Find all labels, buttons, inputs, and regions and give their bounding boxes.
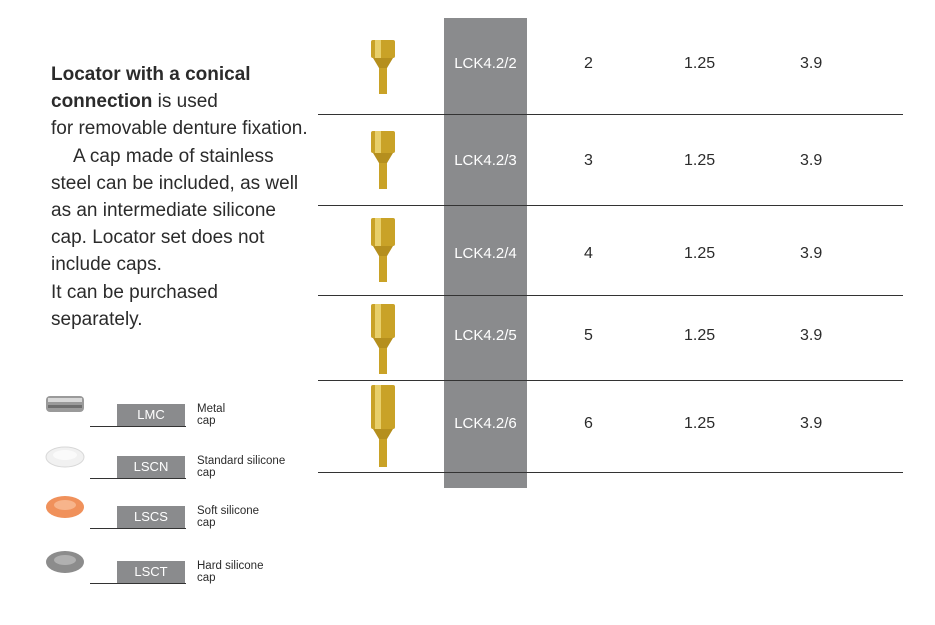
description-paragraph-1: Locator with a conical connection is use… — [51, 61, 311, 143]
cap-desc-line2: cap — [197, 414, 216, 427]
cap-underline — [90, 478, 186, 479]
value-col2: 1.25 — [684, 327, 716, 344]
value-col3: 3.9 — [800, 327, 823, 344]
cap-desc-line1: Standard silicone — [197, 455, 286, 467]
gingival-height: 5 — [584, 327, 593, 344]
cap-desc-line2: cap — [197, 571, 216, 584]
table-row: LCK4.2/2 2 1.25 3.9 — [318, 18, 903, 115]
description-line1-rest: is used — [152, 91, 218, 113]
gingival-height: 2 — [584, 55, 593, 72]
code-column-background — [444, 18, 527, 488]
cap-item-metal: LMC Metal cap — [40, 390, 330, 430]
cap-item-hard-silicone: LSCT Hard silicone cap — [40, 547, 330, 587]
product-code: LCK4.2/2 — [454, 55, 517, 72]
description-paragraph-3: It can be purchased separately. — [51, 281, 218, 330]
locator-abutment-icon — [371, 385, 395, 467]
description-paragraph-2: A cap made of stainless steel can be inc… — [51, 143, 311, 279]
cap-item-soft-silicone: LSCS Soft silicone cap — [40, 492, 330, 532]
table-row: LCK4.2/6 6 1.25 3.9 — [318, 381, 903, 473]
product-code: LCK4.2/3 — [454, 152, 517, 169]
row-divider — [318, 114, 903, 115]
soft-silicone-cap-icon — [46, 496, 84, 518]
locator-table: LCK4.2/2 2 1.25 3.9 LCK4.2/3 3 1.25 3.9 … — [318, 18, 903, 488]
metal-cap-icon — [46, 396, 84, 412]
cap-code: LSCN — [117, 456, 185, 478]
value-col2: 1.25 — [684, 415, 716, 432]
value-col2: 1.25 — [684, 245, 716, 262]
cap-underline — [90, 426, 186, 427]
gingival-height: 4 — [584, 245, 593, 262]
locator-abutment-icon — [371, 218, 395, 282]
value-col2: 1.25 — [684, 55, 716, 72]
table-row: LCK4.2/3 3 1.25 3.9 — [318, 115, 903, 206]
cap-description: Metal cap — [197, 403, 332, 427]
cap-underline — [90, 583, 186, 584]
cap-description: Soft silicone cap — [197, 505, 332, 529]
description-bold-lead: Locator with a conical connection — [51, 64, 251, 113]
value-col3: 3.9 — [800, 55, 823, 72]
description-caps-info: A cap made of stainless steel can be inc… — [51, 145, 299, 276]
product-code: LCK4.2/4 — [454, 245, 517, 262]
table-row: LCK4.2/5 5 1.25 3.9 — [318, 296, 903, 381]
product-code: LCK4.2/6 — [454, 415, 517, 432]
value-col3: 3.9 — [800, 415, 823, 432]
row-divider — [318, 380, 903, 381]
value-col2: 1.25 — [684, 152, 716, 169]
locator-abutment-icon — [371, 40, 395, 94]
cap-desc-line1: Metal — [197, 403, 226, 415]
cap-desc-line1: Hard silicone — [197, 560, 264, 572]
locator-abutment-icon — [371, 304, 395, 374]
cap-description: Hard silicone cap — [197, 560, 332, 584]
table-row: LCK4.2/4 4 1.25 3.9 — [318, 206, 903, 296]
row-divider — [318, 295, 903, 296]
value-col3: 3.9 — [800, 245, 823, 262]
cap-underline — [90, 528, 186, 529]
cap-code: LMC — [117, 404, 185, 426]
cap-code: LSCS — [117, 506, 185, 528]
row-divider — [318, 205, 903, 206]
standard-silicone-cap-icon — [45, 446, 85, 468]
description-line2: for removable denture fixation. — [51, 118, 308, 140]
cap-desc-line1: Soft silicone — [197, 505, 260, 517]
product-description: Locator with a conical connection is use… — [51, 61, 311, 333]
gingival-height: 6 — [584, 415, 593, 432]
cap-desc-line2: cap — [197, 466, 216, 479]
locator-abutment-icon — [371, 131, 395, 189]
gingival-height: 3 — [584, 152, 593, 169]
hard-silicone-cap-icon — [46, 551, 84, 573]
cap-desc-line2: cap — [197, 516, 216, 529]
cap-code: LSCT — [117, 561, 185, 583]
product-code: LCK4.2/5 — [454, 327, 517, 344]
row-divider — [318, 472, 903, 473]
value-col3: 3.9 — [800, 152, 823, 169]
cap-item-standard-silicone: LSCN Standard silicone cap — [40, 442, 330, 482]
cap-description: Standard silicone cap — [197, 455, 332, 479]
